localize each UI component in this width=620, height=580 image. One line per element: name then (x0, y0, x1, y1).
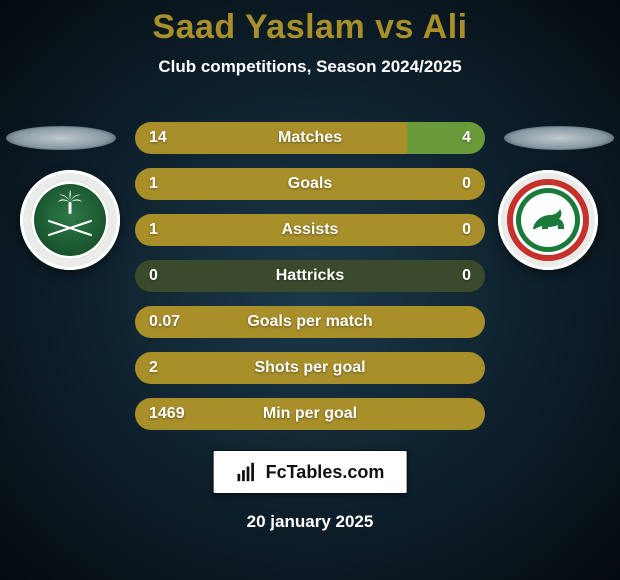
footer-date: 20 january 2025 (0, 512, 620, 532)
stat-row: Goals10 (135, 168, 485, 200)
comparison-subtitle: Club competitions, Season 2024/2025 (0, 57, 620, 77)
left-team-badge-inner (31, 181, 109, 259)
stat-row: Assists10 (135, 214, 485, 246)
brand-badge: FcTables.com (213, 450, 408, 494)
left-player-shadow (6, 126, 116, 150)
crossed-swords-icon (45, 217, 95, 239)
stat-left-segment (135, 398, 485, 430)
right-team-badge (498, 170, 598, 270)
right-team-badge-inner (507, 179, 589, 261)
bar-chart-icon (236, 461, 258, 483)
stat-bars: Matches144 Goals10 Assists10 Hattricks00 Goa… (135, 122, 485, 444)
comparison-title: Saad Yaslam vs Ali (0, 0, 620, 47)
palm-tree-icon (56, 190, 84, 218)
stat-right-segment (407, 122, 485, 154)
stat-row: Matches144 (135, 122, 485, 154)
stat-right-segment (310, 260, 485, 292)
stat-left-segment (135, 260, 310, 292)
stat-row: Hattricks00 (135, 260, 485, 292)
stat-row: Goals per match0.07 (135, 306, 485, 338)
stat-left-segment (135, 214, 485, 246)
stat-left-segment (135, 352, 485, 384)
stat-left-segment (135, 168, 485, 200)
horse-icon (528, 205, 568, 235)
stat-row: Shots per goal2 (135, 352, 485, 384)
right-player-shadow (504, 126, 614, 150)
stat-left-segment (135, 306, 485, 338)
stat-row: Min per goal1469 (135, 398, 485, 430)
brand-text: FcTables.com (266, 462, 385, 483)
stat-left-segment (135, 122, 407, 154)
left-team-badge (20, 170, 120, 270)
